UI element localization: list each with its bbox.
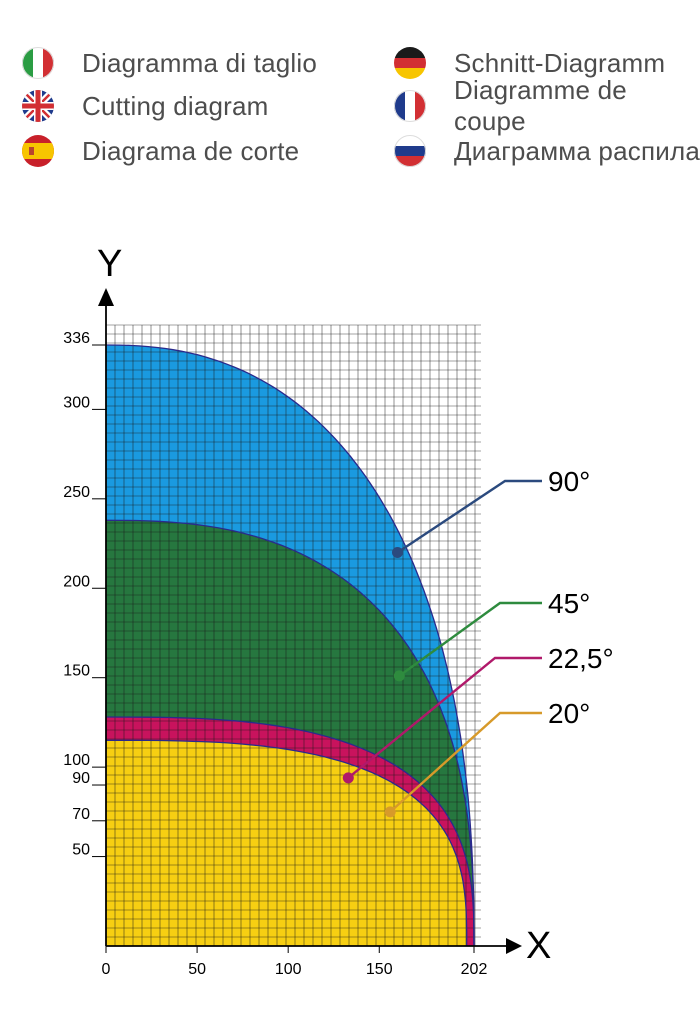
y-tick-label: 150 [63, 663, 90, 680]
legend-label-french: Diagramme de coupe [454, 75, 627, 136]
callout-marker-3 [342, 772, 354, 784]
y-tick-label: 70 [72, 806, 90, 823]
callout-line-2 [398, 601, 542, 677]
cutting-area-outline-3 [105, 716, 475, 946]
legend-item-english: Cutting diagram [22, 86, 269, 126]
legend-item-german: Schnitt-Diagramm [394, 43, 665, 83]
legend-label-german: Schnitt-Diagramm [454, 47, 666, 78]
y-tick-label: 200 [63, 573, 90, 590]
x-axis-arrow-icon [506, 938, 522, 954]
callout-marker-4 [384, 806, 396, 818]
x-tick-label: 202 [461, 961, 488, 978]
legend-item-italian: Diagramma di taglio [22, 43, 317, 83]
x-tick-label: 0 [102, 961, 111, 978]
legend-label-spanish: Diagrama de corte [82, 135, 300, 166]
cutting-area-outline-2 [105, 519, 475, 947]
legend-item-french: Diagramme de coupe [394, 75, 700, 136]
cutting-area-outlines [105, 344, 475, 947]
y-axis-arrow-icon [98, 288, 114, 306]
uk-flag-icon [22, 90, 54, 122]
legend-item-spanish: Diagrama de corte [22, 131, 299, 171]
spain-flag-icon [22, 135, 54, 167]
russia-flag-icon [394, 135, 426, 167]
italy-flag-icon [22, 47, 54, 79]
angle-label-4: 20° [548, 698, 590, 729]
callout-marker-2 [393, 670, 405, 682]
callout-line-1 [396, 479, 542, 554]
y-tick-label: 50 [72, 842, 90, 859]
cutting-area-outline-1 [105, 344, 475, 947]
legend-item-russian: Диаграмма распила [394, 131, 700, 171]
x-tick-label: 100 [275, 961, 302, 978]
angle-label-3: 22,5° [548, 643, 614, 674]
y-tick-label: 300 [63, 394, 90, 411]
cutting-area-outline-4 [106, 739, 468, 946]
y-tick-label: 90 [72, 770, 90, 787]
y-tick-label: 250 [63, 484, 90, 501]
angle-label-2: 45° [548, 588, 590, 619]
angle-callouts: 90° 45° 22,5° 20° [342, 466, 614, 818]
chart-axes: XY [97, 243, 551, 967]
angle-label-1: 90° [548, 466, 590, 497]
callout-line-3 [347, 656, 542, 779]
germany-flag-icon [394, 47, 426, 79]
y-tick-label: 336 [63, 330, 90, 347]
callout-marker-1 [391, 546, 403, 558]
legend-label-english: Cutting diagram [82, 90, 269, 121]
y-axis-label: Y [97, 243, 122, 285]
legend-label-italian: Diagramma di taglio [82, 47, 318, 78]
callout-line-4 [389, 711, 542, 813]
chart-grid [105, 324, 481, 947]
x-tick-label: 150 [366, 961, 393, 978]
x-axis-label: X [526, 925, 551, 967]
y-tick-label: 100 [63, 752, 90, 769]
france-flag-icon [394, 90, 426, 122]
x-tick-label: 50 [188, 961, 206, 978]
language-legend: Diagramma di taglio Cutting diagram [0, 0, 700, 200]
legend-label-russian: Диаграмма распила [454, 135, 700, 166]
